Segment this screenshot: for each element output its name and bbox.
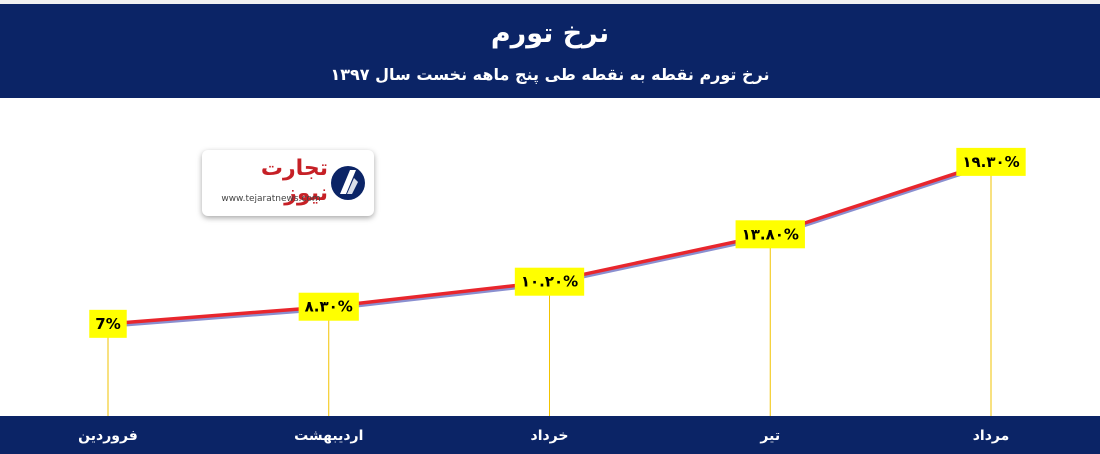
data-label-text-4: ۱۹.۳۰% (962, 153, 1019, 171)
data-label-2: ۱۰.۲۰% (514, 267, 585, 296)
chart-title: نرخ تورم (490, 18, 610, 49)
data-label-box-2 (514, 267, 585, 296)
top-strip (0, 0, 1100, 4)
x-tick-label: اردیبهشت (294, 428, 364, 444)
logo-name: تجارت نیوز (260, 156, 328, 206)
data-label-4: ۱۹.۳۰% (956, 147, 1026, 176)
chart-header: نرخ تورم نرخ تورم نقطه به نقطه طی پنج ما… (0, 4, 1100, 98)
data-label-box-1 (298, 292, 359, 321)
x-tick-label: تیر (760, 428, 781, 444)
tejaratnews-logo: تجارت نیوز www.tejaratnews.com (202, 150, 374, 216)
data-label-1: ۸.۳۰% (298, 292, 359, 321)
chart-subtitle: نرخ تورم نقطه به نقطه طی پنج ماهه نخست س… (330, 65, 770, 84)
data-label-text-3: ۱۳.۸۰% (742, 225, 799, 243)
data-label-text-1: ۸.۳۰% (305, 298, 353, 316)
data-label-box-4 (956, 147, 1026, 176)
data-label-text-0: 7% (95, 315, 120, 333)
data-label-box-3 (735, 220, 805, 249)
data-label-text-2: ۱۰.۲۰% (521, 273, 578, 291)
logo-url: www.tejaratnews.com (221, 194, 321, 204)
logo-mark-icon (331, 166, 365, 200)
x-tick-label: مرداد (972, 428, 1010, 444)
x-axis-bar: فروردین اردیبهشت خرداد تیر مرداد (0, 416, 1100, 454)
data-label-box-0 (89, 309, 127, 338)
x-tick-label: خرداد (530, 428, 569, 444)
x-tick-label: فروردین (78, 428, 138, 444)
data-label-3: ۱۳.۸۰% (735, 220, 805, 249)
data-label-0: 7% (89, 309, 127, 338)
